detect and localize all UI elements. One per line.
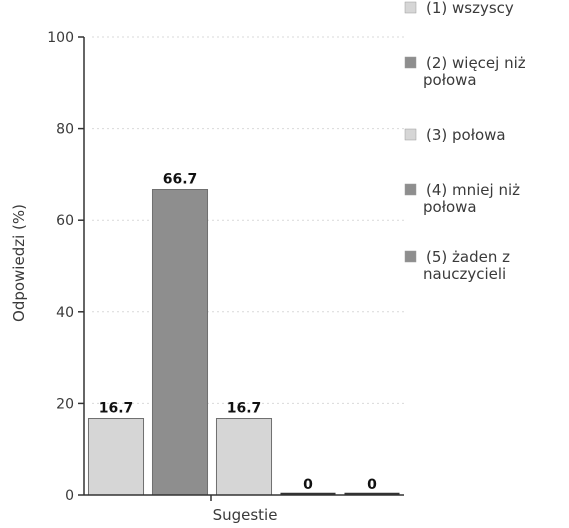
axes: 0 20 40 60 80 100	[47, 30, 404, 504]
x-axis-title: Sugestie	[213, 506, 278, 524]
y-tick-label: 40	[56, 305, 74, 321]
legend-label: (2) więcej niż	[426, 54, 526, 72]
y-axis-title: Odpowiedzi (%)	[10, 204, 28, 322]
legend-swatch	[404, 1, 417, 14]
legend-label: (4) mniej niż	[426, 181, 520, 199]
y-tick-label: 20	[56, 396, 74, 412]
legend-label: (5) żaden z	[426, 248, 510, 266]
data-label: 66.7	[163, 172, 198, 188]
data-label: 0	[303, 477, 313, 493]
legend-swatch	[404, 183, 417, 196]
legend-label: nauczycieli	[423, 265, 506, 283]
legend-swatch	[404, 250, 417, 263]
bar	[87, 418, 145, 496]
bars	[87, 189, 400, 496]
legend-label: (3) połowa	[426, 126, 506, 144]
legend-swatch	[404, 128, 417, 141]
legend-label: połowa	[423, 198, 477, 216]
y-tick-label: 100	[47, 30, 74, 46]
y-tick-label: 0	[65, 488, 74, 504]
legend-label: (1) wszyscy	[426, 0, 514, 17]
bar	[151, 189, 209, 496]
legend-swatch	[404, 56, 417, 69]
legend-label: połowa	[423, 71, 477, 89]
grid-lines	[92, 36, 404, 404]
bar	[215, 418, 273, 496]
y-tick-label: 80	[56, 122, 74, 138]
data-label: 16.7	[99, 401, 134, 417]
y-tick-label: 60	[56, 213, 74, 229]
data-labels: 16.7 66.7 16.7 0 0	[99, 172, 377, 493]
data-label: 16.7	[227, 401, 262, 417]
data-label: 0	[367, 477, 377, 493]
